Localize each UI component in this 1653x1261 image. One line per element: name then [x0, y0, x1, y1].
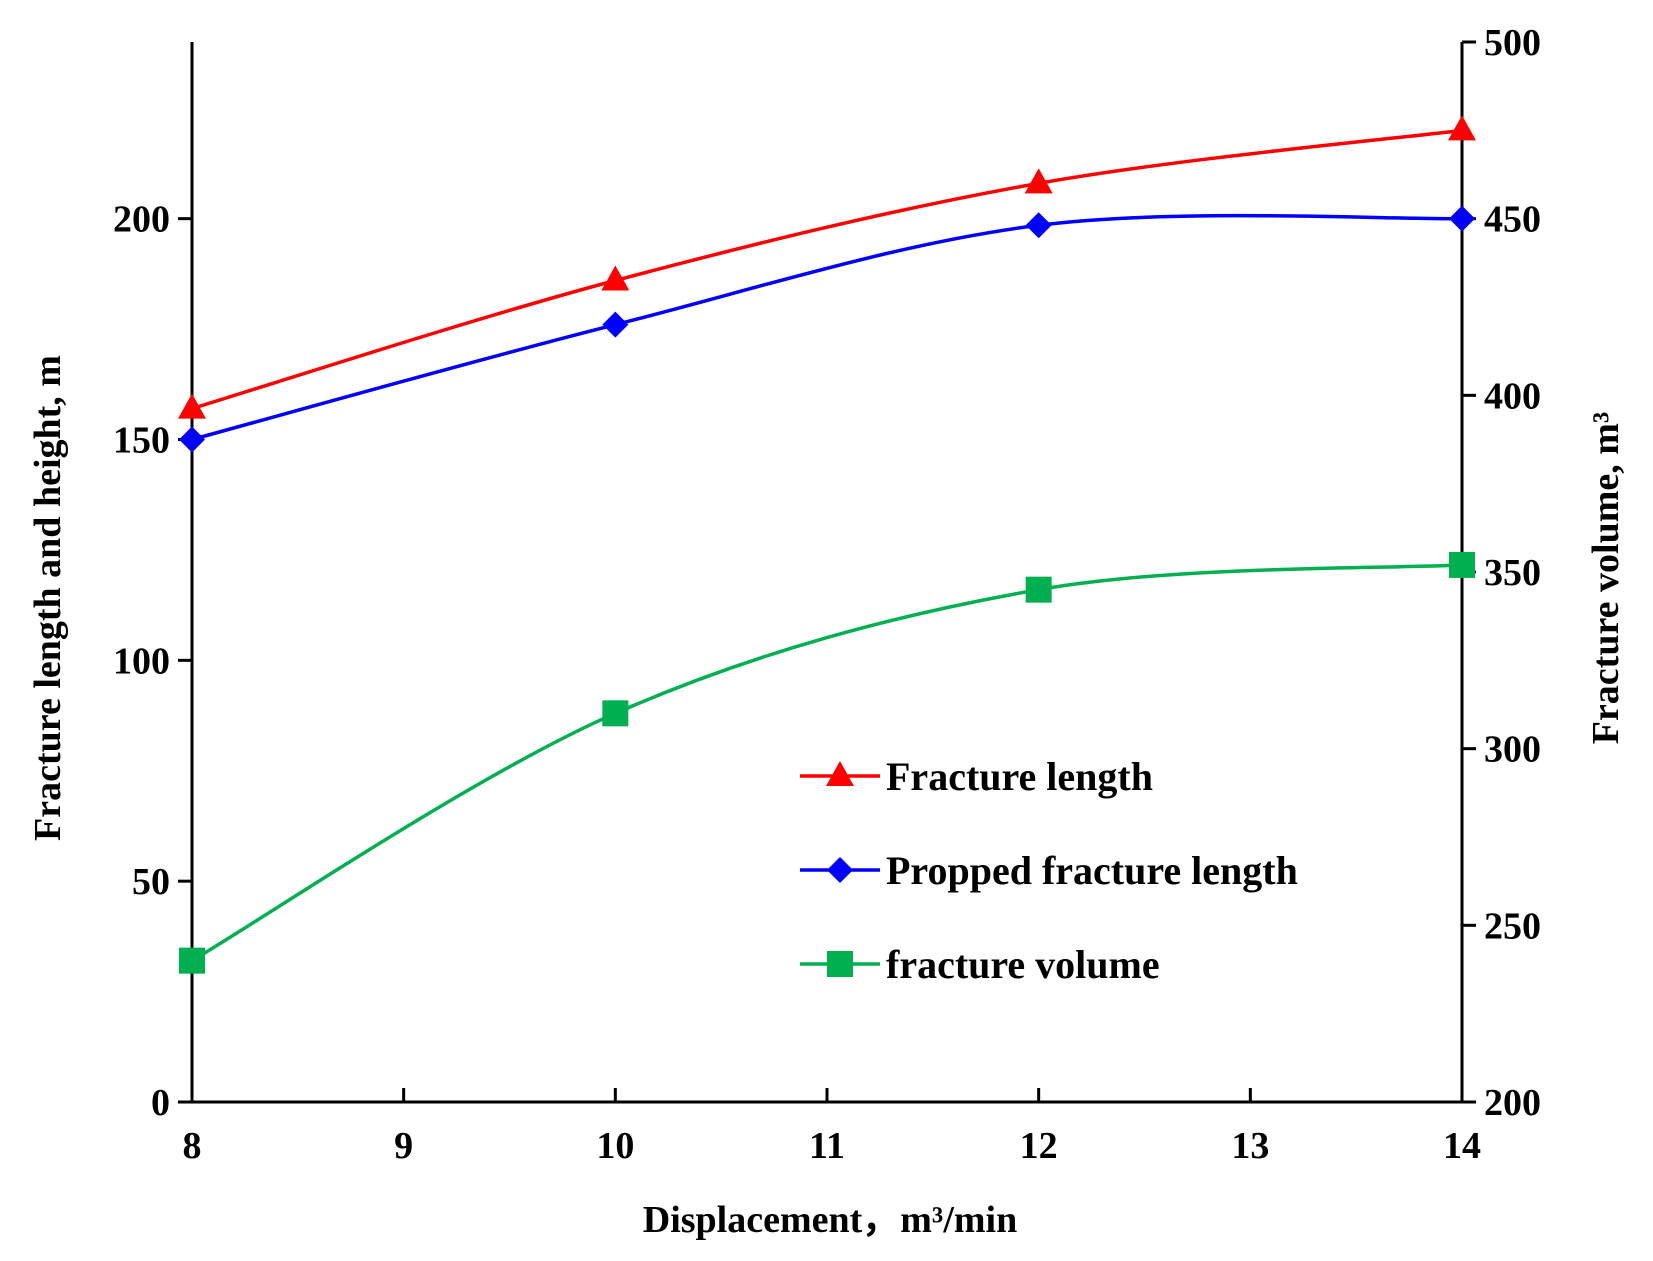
y-right-tick-label: 200 — [1484, 1082, 1541, 1124]
data-point — [602, 700, 629, 727]
series-layer — [178, 115, 1476, 974]
y-left-tick-label: 150 — [113, 420, 170, 462]
x-tick-label: 9 — [394, 1125, 413, 1167]
data-point — [178, 393, 206, 419]
y-axis-left-title: Fracture length and height, m — [27, 355, 69, 841]
data-point — [602, 311, 629, 338]
y-right-tick-label: 300 — [1484, 729, 1541, 771]
legend-label: Propped fracture length — [886, 848, 1298, 893]
x-tick-label: 8 — [183, 1125, 202, 1167]
legend: Fracture length Propped fracture length fr… — [800, 754, 1298, 987]
series-line — [191, 213, 1463, 442]
x-tick-label: 11 — [809, 1125, 845, 1167]
legend-label: Fracture length — [886, 754, 1153, 799]
legend-marker — [827, 857, 853, 883]
y-left-tick-label: 0 — [151, 1082, 170, 1124]
x-tick-label: 14 — [1443, 1125, 1481, 1167]
y-left-tick-label: 50 — [132, 861, 170, 903]
series-2 — [179, 551, 1475, 974]
x-axis-title: Displacement，m³/min — [643, 1199, 1017, 1241]
x-tick-label: 13 — [1231, 1125, 1269, 1167]
series-line — [191, 563, 1463, 963]
data-point — [179, 426, 205, 453]
y-right-tick-label: 450 — [1484, 199, 1541, 241]
data-point — [1448, 115, 1476, 141]
axes: 8 9 10 11 12 13 14 0 50 100 150 200 200 250 300 350 400 4… — [113, 22, 1541, 1167]
data-point — [1025, 576, 1052, 603]
series-1 — [179, 205, 1475, 453]
data-point — [1449, 551, 1475, 578]
y-left-tick-label: 100 — [113, 640, 170, 682]
y-right-tick-label: 400 — [1484, 375, 1541, 417]
legend-label: fracture volume — [886, 942, 1160, 987]
legend-entry: Fracture length — [800, 754, 1153, 799]
data-point — [1025, 212, 1052, 239]
y-right-tick-label: 500 — [1484, 22, 1541, 64]
y-right-tick-label: 250 — [1484, 905, 1541, 947]
y-axis-right-title: Fracture volume, m³ — [1585, 412, 1627, 745]
series-0 — [178, 115, 1476, 419]
data-point — [1024, 168, 1053, 194]
series-line — [191, 128, 1463, 411]
x-tick-label: 12 — [1020, 1125, 1058, 1167]
legend-entry: Propped fracture length — [800, 848, 1298, 893]
legend-marker — [826, 761, 854, 786]
data-point — [601, 265, 630, 291]
legend-entry: fracture volume — [800, 942, 1160, 987]
legend-marker — [827, 951, 853, 977]
data-point — [1449, 205, 1475, 232]
y-right-tick-label: 350 — [1484, 552, 1541, 594]
y-left-tick-label: 200 — [113, 199, 170, 241]
data-point — [179, 947, 205, 974]
x-tick-label: 10 — [596, 1125, 634, 1167]
